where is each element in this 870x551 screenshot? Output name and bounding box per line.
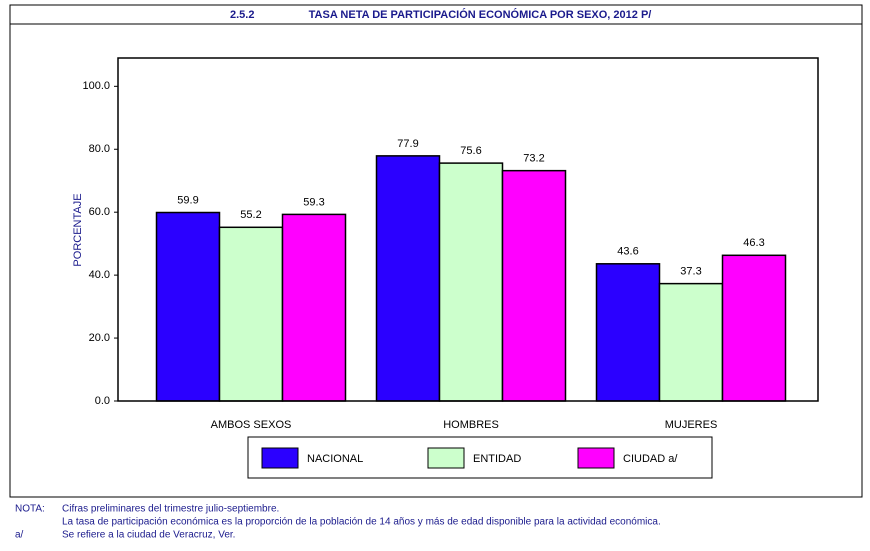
bar [218,226,284,402]
chart-number: 2.5.2 [230,9,254,21]
legend-label: NACIONAL [307,453,363,465]
outer-frame [9,4,863,498]
legend-label: ENTIDAD [473,453,521,465]
legend-swatch [261,447,299,469]
x-tick-label: MUJERES [665,419,718,431]
data-label: 55.2 [240,209,261,221]
data-label: 59.3 [303,196,324,208]
bar [375,155,441,402]
y-tick-label: 0.0 [95,395,110,407]
note-text: Se refiere a la ciudad de Veracruz, Ver. [62,530,235,541]
legend-swatch [577,447,615,469]
data-label: 59.9 [177,194,198,206]
y-tick-label: 100.0 [82,80,110,92]
bar [281,213,347,402]
data-label: 73.2 [523,153,544,165]
x-tick-label: HOMBRES [443,419,499,431]
y-axis-label: PORCENTAJE [72,193,84,266]
note-mark: a/ [15,530,24,541]
bar [721,254,787,402]
bar [501,169,567,402]
data-label: 37.3 [680,266,701,278]
plot-frame [117,57,819,402]
x-tick-label: AMBOS SEXOS [211,419,292,431]
bar [595,263,661,402]
y-tick-label: 40.0 [89,269,110,281]
bar [155,211,221,402]
bar [658,282,724,402]
data-label: 75.6 [460,145,481,157]
legend-swatch [427,447,465,469]
note-text: Cifras preliminares del trimestre julio-… [62,504,279,515]
bar [438,162,504,402]
data-label: 46.3 [743,237,764,249]
y-tick-label: 60.0 [89,206,110,218]
legend-label: CIUDAD a/ [623,453,678,465]
legend-frame [247,436,713,479]
y-tick-label: 20.0 [89,332,110,344]
note-text: La tasa de participación económica es la… [62,517,661,528]
data-label: 43.6 [617,246,638,258]
y-tick-label: 80.0 [89,143,110,155]
note-mark: NOTA: [15,504,45,515]
chart-title: TASA NETA DE PARTICIPACIÓN ECONÓMICA POR… [309,8,652,21]
data-label: 77.9 [397,138,418,150]
